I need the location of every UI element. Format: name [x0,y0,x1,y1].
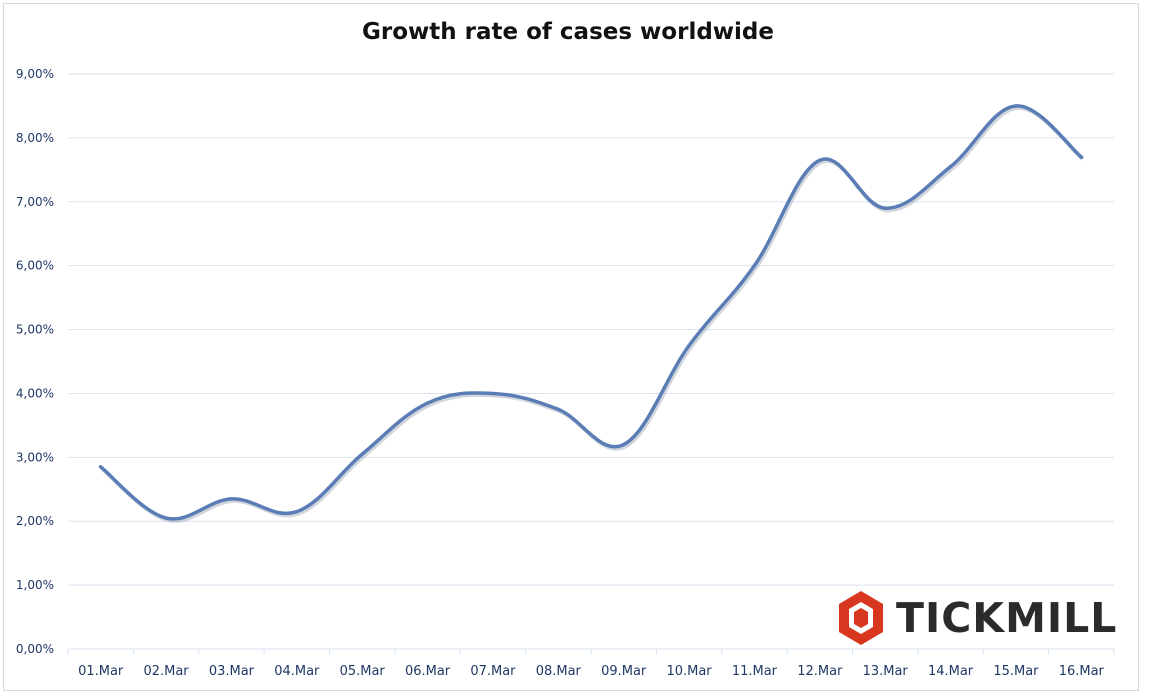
hexagon-logo-icon [839,591,883,645]
chart-frame [3,3,1139,691]
data-point [687,343,691,348]
y-tick-label: 7,00% [16,195,54,209]
x-tick-label: 14.Mar [928,664,974,679]
x-tick-label: 07.Mar [470,664,516,679]
x-tick-label: 09.Mar [601,664,647,679]
y-tick-label: 0,00% [16,642,54,656]
x-tick-label: 11.Mar [732,664,778,679]
x-tick-label: 05.Mar [340,664,386,679]
x-tick-label: 15.Mar [993,664,1039,679]
data-point [164,516,168,520]
y-tick-label: 9,00% [16,67,54,81]
gridlines [67,73,1115,655]
logo-text: TICKMILL [896,594,1118,642]
x-tick-label: 01.Mar [78,664,124,679]
y-tick-label: 5,00% [16,323,54,337]
series-line-shadow [100,105,1085,523]
data-point [360,452,364,456]
data-point [98,465,103,469]
x-tick-label: 03.Mar [209,664,255,679]
y-tick-label: 4,00% [16,386,54,400]
data-point [556,407,561,412]
y-tick-label: 8,00% [16,131,54,145]
y-axis-ticks: 0,00% 1,00% 2,00% 3,00% 4,00% 5,00% 6,00% 7,00%… [16,67,54,656]
y-tick-label: 1,00% [16,578,54,592]
x-tick-label: 13.Mar [863,664,909,679]
x-tick-label: 08.Mar [536,664,582,679]
data-point [948,164,953,169]
x-axis-ticks: 01.Mar 02.Mar 03.Mar 04.Mar 05.Mar 06.Mar 07.M… [78,664,1104,679]
x-tick-label: 10.Mar [666,664,712,679]
chart-title: Growth rate of cases worldwide [361,19,774,45]
y-tick-label: 3,00% [16,450,54,464]
tickmill-logo: TICKMILL [836,588,1117,648]
data-point [295,509,299,514]
x-tick-label: 02.Mar [143,664,189,679]
y-tick-label: 2,00% [16,514,54,528]
data-point [621,442,626,447]
data-point [491,391,495,396]
data-point [752,263,757,268]
data-point [1079,155,1084,159]
x-tick-label: 16.Mar [1059,664,1105,679]
data-points [98,104,1084,520]
y-tick-label: 6,00% [16,259,54,273]
data-point [229,497,234,501]
x-tick-label: 04.Mar [274,664,320,679]
data-point [818,158,822,162]
x-tick-label: 12.Mar [797,664,843,679]
data-point [883,206,887,210]
data-point [1014,104,1018,108]
series-layer [98,104,1085,523]
data-point [425,401,430,405]
x-tick-label: 06.Mar [405,664,451,679]
